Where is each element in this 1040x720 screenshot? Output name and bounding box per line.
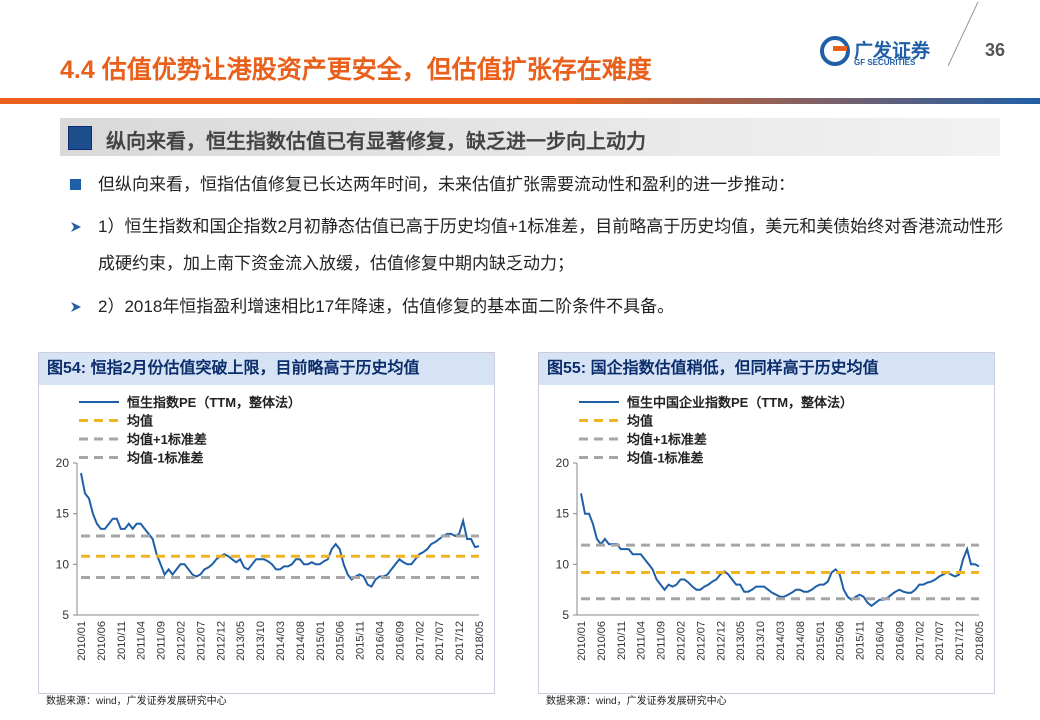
bullet: 但纵向来看，恒指估值修复已长达两年时间，未来估值扩张需要流动性和盈利的进一步推动…: [70, 166, 1038, 203]
x-tick-label: 2012/12: [215, 621, 227, 661]
header-bar: [0, 98, 1040, 104]
x-tick-label: 2010/11: [616, 621, 628, 660]
chart-title: 图54: 恒指2月份估值突破上限，目前略高于历史均值: [39, 353, 494, 385]
bullet: 1）恒生指数和国企指数2月初静态估值已高于历史均值+1标准差，目前略高于历史均值…: [70, 208, 1008, 282]
x-tick-label: 2015/06: [335, 621, 347, 661]
y-tick-label: 5: [562, 608, 569, 622]
bullet-arrow: [71, 222, 81, 232]
x-tick-label: 2016/09: [394, 621, 406, 661]
x-tick-label: 2015/11: [355, 621, 367, 660]
x-tick-label: 2017/07: [934, 621, 946, 661]
x-tick-label: 2015/01: [315, 621, 327, 661]
x-tick-label: 2015/01: [815, 621, 827, 661]
x-tick-label: 2018/05: [974, 621, 986, 661]
x-tick-label: 2010/06: [96, 621, 108, 661]
legend-label: 均值-1标准差: [627, 451, 704, 466]
bullet-text: 2）2018年恒指盈利增速相比17年降速，估值修复的基本面二阶条件不具备。: [98, 297, 675, 316]
x-tick-label: 2017/12: [454, 621, 466, 661]
x-tick-label: 2010/01: [576, 621, 588, 661]
logo-en: GF SECURITIES: [854, 58, 916, 67]
y-tick-label: 5: [62, 608, 69, 622]
x-tick-label: 2012/02: [676, 621, 688, 661]
x-tick-label: 2014/03: [775, 621, 787, 661]
divider: [947, 1, 979, 67]
x-tick-label: 2014/08: [295, 621, 307, 661]
data-line: [80, 472, 480, 588]
x-tick-label: 2018/05: [474, 621, 486, 661]
x-tick-label: 2017/07: [434, 621, 446, 661]
legend-label: 均值+1标准差: [627, 432, 707, 447]
bullet-text: 1）恒生指数和国企指数2月初静态估值已高于历史均值+1标准差，目前略高于历史均值…: [98, 217, 1004, 273]
y-tick-label: 15: [556, 507, 570, 521]
bullet-arrow: [71, 302, 81, 312]
x-tick-label: 2016/04: [375, 621, 387, 661]
logo-icon: [820, 36, 850, 66]
x-tick-label: 2012/07: [695, 621, 707, 661]
legend-label: 均值-1标准差: [127, 451, 204, 466]
x-tick-label: 2010/11: [116, 621, 128, 660]
bullet-square: [70, 179, 81, 190]
x-tick-label: 2011/04: [636, 621, 648, 660]
chart-panel: 图55: 国企指数估值稍低，但同样高于历史均值 5 10 15 20 2010/01 20…: [538, 352, 995, 694]
legend-label: 恒生指数PE（TTM，整体法）: [127, 395, 301, 410]
y-tick-label: 10: [56, 557, 70, 571]
y-tick-label: 20: [56, 456, 70, 470]
legend-label: 均值+1标准差: [127, 432, 207, 447]
chart-panel: 图54: 恒指2月份估值突破上限，目前略高于历史均值 5 10 15 20 2010/0…: [38, 352, 495, 694]
x-tick-label: 2016/09: [894, 621, 906, 661]
x-tick-label: 2013/05: [735, 621, 747, 661]
x-tick-label: 2010/06: [596, 621, 608, 661]
bullet: 2）2018年恒指盈利增速相比17年降速，估值修复的基本面二阶条件不具备。: [70, 288, 1038, 325]
chart: 5 10 15 20 2010/01 2010/06 2010/11 2011/04 2011/…: [56, 395, 486, 661]
legend-label: 均值: [127, 414, 153, 429]
x-tick-label: 2012/12: [715, 621, 727, 661]
legend-label: 均值: [627, 414, 653, 429]
x-tick-label: 2015/06: [835, 621, 847, 661]
logo-cn: 广发证券: [854, 41, 931, 62]
section-marker: [68, 126, 92, 150]
x-tick-label: 2017/02: [914, 621, 926, 661]
x-tick-label: 2013/10: [755, 621, 767, 661]
bullet-text: 但纵向来看，恒指估值修复已长达两年时间，未来估值扩张需要流动性和盈利的进一步推动…: [98, 175, 795, 194]
x-tick-label: 2011/09: [156, 621, 168, 660]
data-line: [580, 493, 980, 608]
x-tick-label: 2013/10: [255, 621, 267, 661]
y-tick-label: 10: [556, 557, 570, 571]
chart: 5 10 15 20 2010/01 2010/06 2010/11 2011/04 2011/…: [556, 395, 986, 661]
x-tick-label: 2013/05: [235, 621, 247, 661]
chart-title: 图55: 国企指数估值稍低，但同样高于历史均值: [539, 353, 994, 385]
section-box: 纵向来看，恒生指数估值已有显著修复，缺乏进一步向上动力: [60, 118, 1000, 156]
chart-source: 数据来源：wind，广发证券发展研究中心: [546, 696, 727, 707]
page-number: 36: [985, 40, 1006, 60]
x-tick-label: 2016/04: [875, 621, 887, 661]
slide-title: 4.4 估值优势让港股资产更安全，但估值扩张存在难度: [60, 56, 652, 84]
legend-label: 恒生中国企业指数PE（TTM，整体法）: [627, 395, 853, 410]
section-heading: 纵向来看，恒生指数估值已有显著修复，缺乏进一步向上动力: [106, 131, 646, 153]
x-tick-label: 2011/09: [656, 621, 668, 660]
chart-source: 数据来源：wind，广发证券发展研究中心: [46, 696, 227, 707]
y-tick-label: 15: [56, 507, 70, 521]
x-tick-label: 2014/08: [795, 621, 807, 661]
x-tick-label: 2012/07: [195, 621, 207, 661]
x-tick-label: 2017/02: [414, 621, 426, 661]
x-tick-label: 2014/03: [275, 621, 287, 661]
x-tick-label: 2017/12: [954, 621, 966, 661]
y-tick-label: 20: [556, 456, 570, 470]
x-tick-label: 2012/02: [176, 621, 188, 661]
x-tick-label: 2010/01: [76, 621, 88, 661]
x-tick-label: 2011/04: [136, 621, 148, 660]
x-tick-label: 2015/11: [855, 621, 867, 660]
